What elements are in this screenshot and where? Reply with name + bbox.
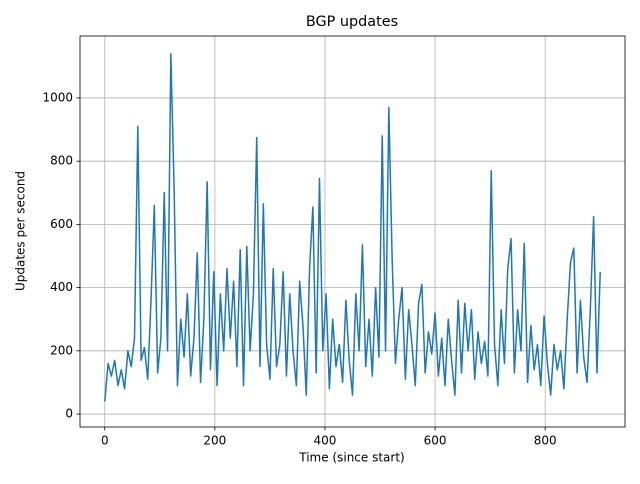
x-tick-label: 600 (424, 434, 447, 448)
x-tick-label: 0 (101, 434, 109, 448)
line-series (104, 52, 601, 402)
plot-frame (79, 35, 626, 428)
y-tick-label: 600 (50, 217, 73, 231)
y-tick-label: 800 (50, 154, 73, 168)
y-axis-label: Updates per second (14, 171, 28, 291)
x-tick-label: 200 (203, 434, 226, 448)
y-tick-label: 200 (50, 343, 73, 357)
y-tick-label: 400 (50, 280, 73, 294)
x-tick-label: 800 (534, 434, 557, 448)
y-tick-label: 0 (65, 407, 73, 421)
x-axis-label: Time (since start) (298, 451, 404, 465)
x-tick-label: 400 (314, 434, 337, 448)
y-tick-label: 1000 (42, 90, 73, 104)
chart-title: BGP updates (306, 14, 398, 30)
